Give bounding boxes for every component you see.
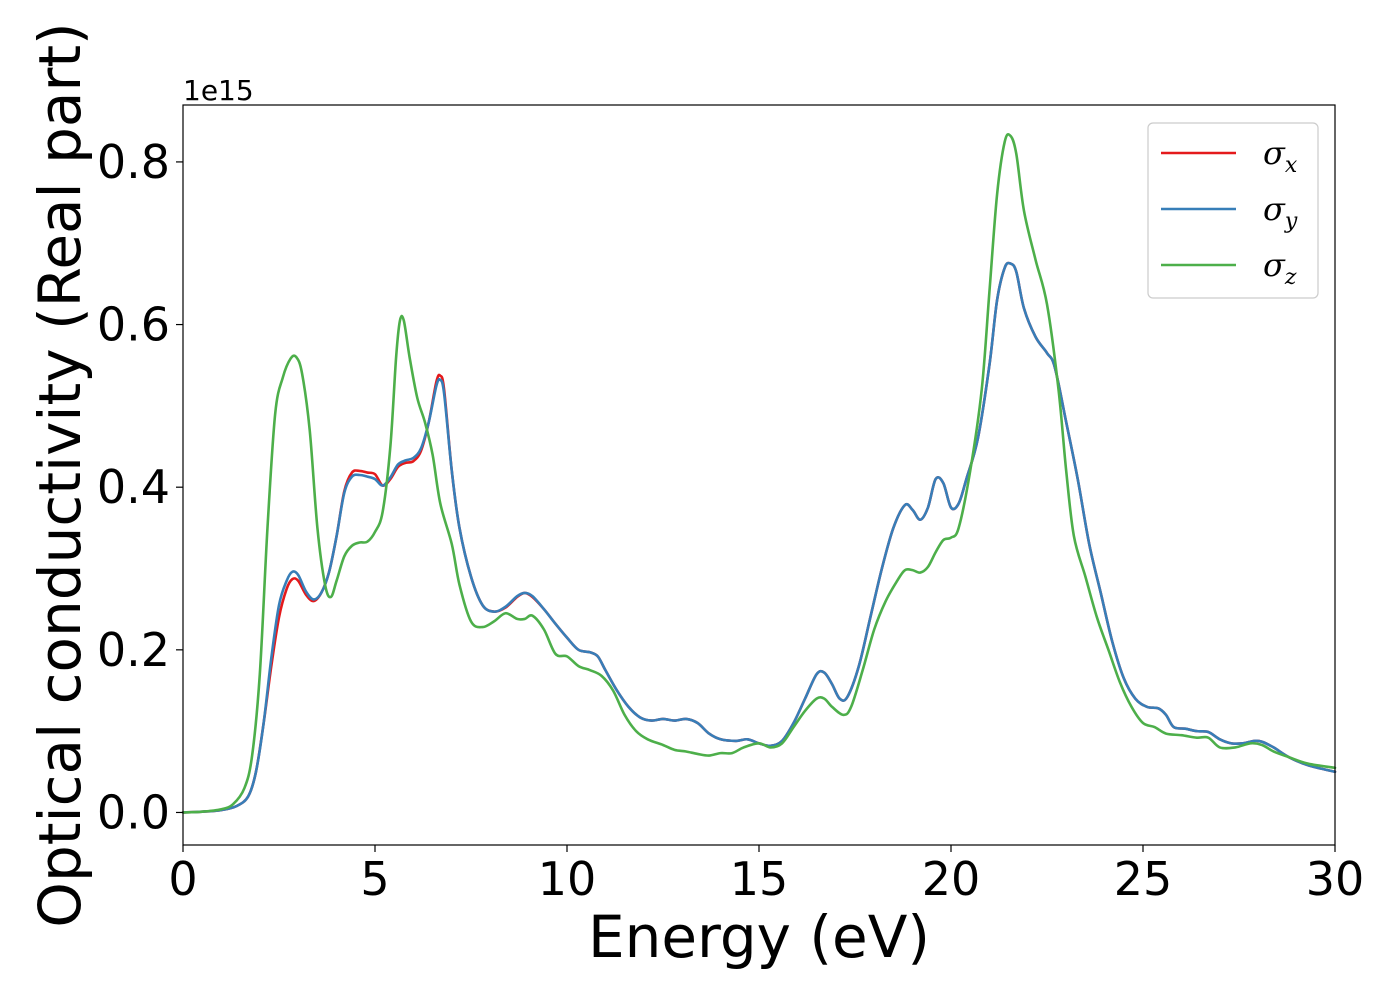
series-line-sigma-z bbox=[181, 132, 1337, 814]
y-tick-label: 0.0 bbox=[97, 785, 170, 839]
series-line-sigma-y bbox=[181, 261, 1337, 814]
y-axis-title: Optical conductivity (Real part) bbox=[26, 22, 94, 927]
x-tick-label: 20 bbox=[922, 852, 981, 906]
legend-box bbox=[1147, 122, 1319, 299]
legend-label-sigma-x: σx bbox=[1263, 134, 1298, 178]
y-axis: 0.0 0.2 0.4 0.6 0.8 bbox=[97, 135, 183, 839]
y-tick-label: 0.6 bbox=[97, 298, 170, 352]
y-offset-label: 1e15 bbox=[183, 74, 254, 107]
x-tick-label: 10 bbox=[538, 852, 597, 906]
x-tick-label: 25 bbox=[1114, 852, 1173, 906]
legend-label-sigma-y: σy bbox=[1263, 190, 1298, 234]
x-axis: 0 5 10 15 20 25 30 bbox=[168, 845, 1364, 906]
y-tick-label: 0.8 bbox=[97, 135, 170, 189]
series-layer bbox=[181, 132, 1337, 814]
x-tick-label: 30 bbox=[1306, 852, 1365, 906]
y-tick-label: 0.4 bbox=[97, 460, 170, 514]
x-tick-label: 15 bbox=[730, 852, 789, 906]
x-axis-title: Energy (eV) bbox=[588, 903, 930, 971]
legend: σx σy σz bbox=[1147, 122, 1319, 299]
y-tick-label: 0.2 bbox=[97, 623, 170, 677]
legend-label-sigma-z: σz bbox=[1263, 246, 1297, 290]
x-tick-label: 5 bbox=[360, 852, 389, 906]
x-tick-label: 0 bbox=[168, 852, 197, 906]
